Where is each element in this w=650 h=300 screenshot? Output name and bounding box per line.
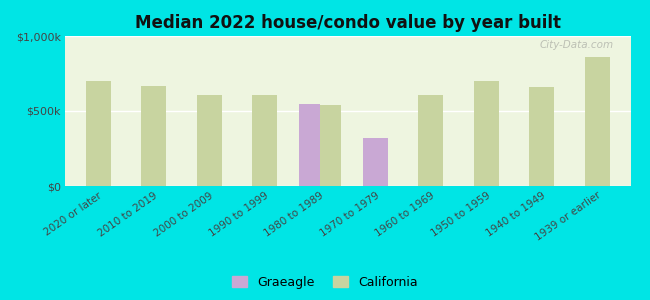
Bar <box>252 94 277 186</box>
Legend: Graeagle, California: Graeagle, California <box>227 271 423 294</box>
Bar <box>529 87 554 186</box>
Text: City-Data.com: City-Data.com <box>540 40 614 50</box>
Bar <box>86 81 110 186</box>
Bar <box>474 81 499 186</box>
Bar <box>363 138 388 186</box>
Bar <box>299 103 320 186</box>
Bar <box>320 105 341 186</box>
Bar <box>141 85 166 186</box>
Bar <box>197 94 222 186</box>
Title: Median 2022 house/condo value by year built: Median 2022 house/condo value by year bu… <box>135 14 561 32</box>
Bar <box>585 57 610 186</box>
Bar <box>419 94 443 186</box>
